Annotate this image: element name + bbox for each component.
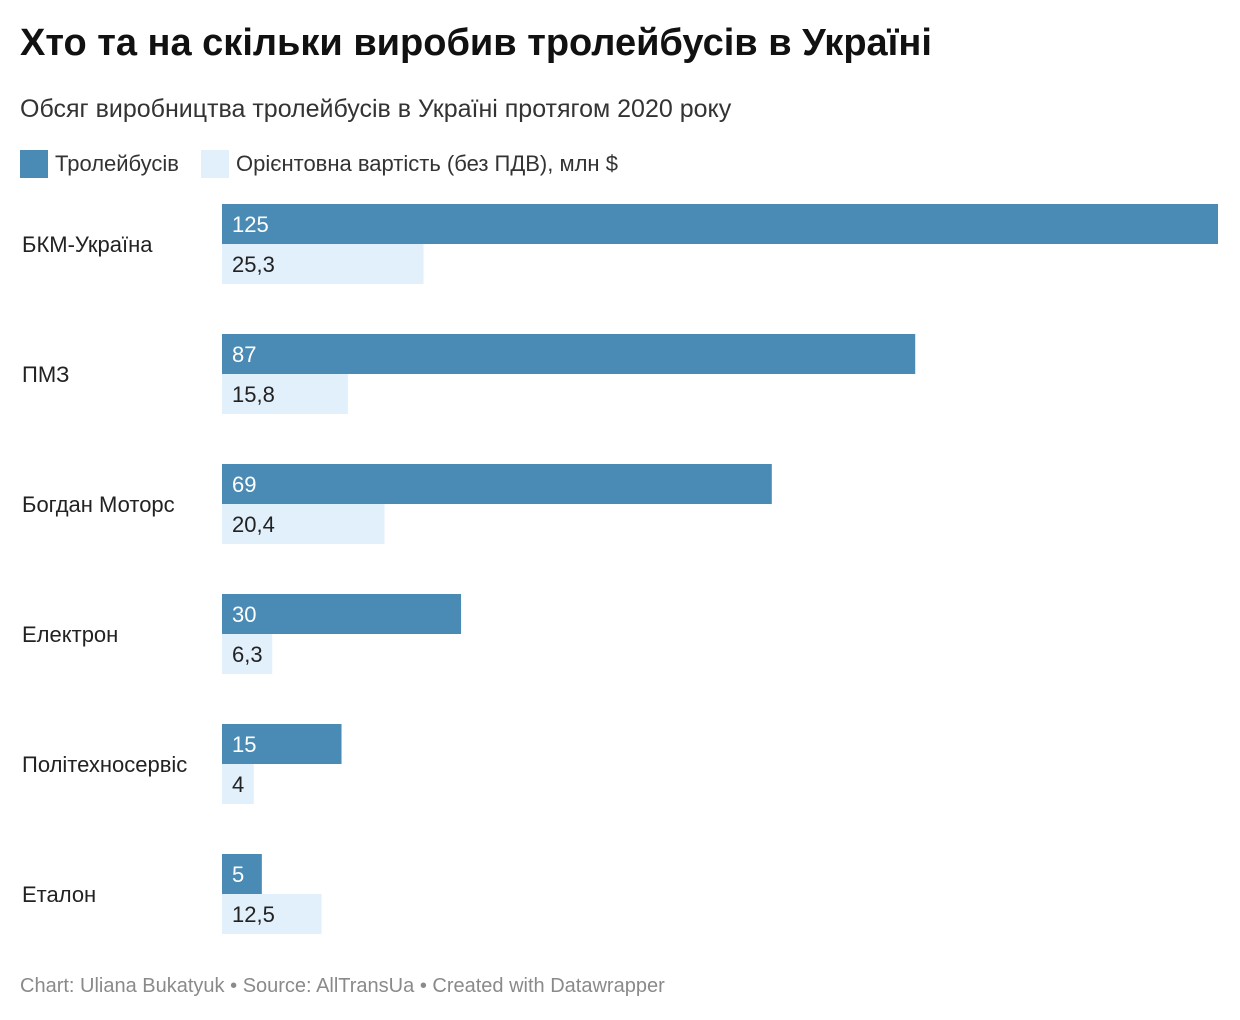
legend-item-trolleybuses: Тролейбусів [20, 150, 179, 178]
bar-cost-еталон [222, 894, 322, 934]
bar-trolleybuses-пмз [222, 334, 916, 374]
category-label: Богдан Моторс [22, 492, 175, 517]
bar-cost-бкм-україна [222, 244, 424, 284]
value-label-trolleybuses: 69 [232, 472, 256, 497]
chart-footer: Chart: Uliana Bukatyuk • Source: AllTran… [20, 975, 665, 998]
legend-swatch-trolleybuses [20, 150, 48, 178]
footer-source: Source: AllTransUa [242, 975, 415, 997]
category-label: БКМ-Україна [22, 232, 153, 257]
legend-label-trolleybuses: Тролейбусів [55, 151, 179, 176]
bar-cost-богдан-моторс [222, 504, 385, 544]
value-label-cost: 15,8 [232, 382, 275, 407]
footer-author: Chart: Uliana Bukatyuk [20, 975, 225, 997]
bar-cost-політехносервіс [222, 764, 254, 804]
category-label: ПМЗ [22, 362, 69, 387]
category-label: Електрон [22, 622, 118, 647]
value-label-cost: 6,3 [232, 642, 263, 667]
bar-cost-пмз [222, 374, 348, 414]
category-label: Еталон [22, 882, 96, 907]
bar-trolleybuses-бкм-україна [222, 204, 1218, 244]
legend-swatch-cost [201, 150, 229, 178]
value-label-cost: 4 [232, 772, 244, 797]
footer-tool: Created with Datawrapper [432, 975, 665, 997]
bar-chart: БКМ-Україна 125 25,3 ПМЗ 87 15,8 Богдан Моторс… [22, 204, 1218, 934]
value-label-cost: 20,4 [232, 512, 275, 537]
footer-separator: • [419, 975, 427, 997]
value-label-trolleybuses: 5 [232, 862, 244, 887]
bar-trolleybuses-богдан-моторс [222, 464, 772, 504]
legend-item-cost: Орієнтовна вартість (без ПДВ), млн $ [201, 150, 618, 178]
value-label-cost: 12,5 [232, 902, 275, 927]
bar-trolleybuses-політехносервіс [222, 724, 342, 764]
value-label-trolleybuses: 125 [232, 212, 269, 237]
value-label-cost: 25,3 [232, 252, 275, 277]
legend: Тролейбусів Орієнтовна вартість (без ПДВ… [20, 149, 640, 179]
value-label-trolleybuses: 30 [232, 602, 256, 627]
bar-trolleybuses-електрон [222, 594, 462, 634]
category-label: Політехносервіс [22, 752, 187, 777]
value-label-trolleybuses: 15 [232, 732, 256, 757]
chart-subtitle: Обсяг виробництва тролейбусів в Україні … [20, 95, 732, 123]
bar-cost-електрон [222, 634, 273, 674]
footer-separator: • [230, 975, 238, 997]
value-label-trolleybuses: 87 [232, 342, 256, 367]
legend-label-cost: Орієнтовна вартість (без ПДВ), млн $ [236, 151, 618, 176]
chart-title: Хто та на скільки виробив тролейбусів в … [20, 22, 932, 64]
bar-trolleybuses-еталон [222, 854, 262, 894]
